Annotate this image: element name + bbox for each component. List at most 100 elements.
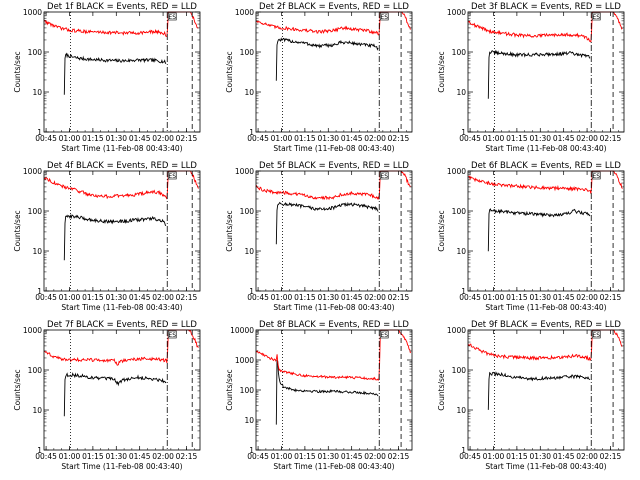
y-tick-label: 10	[456, 88, 466, 97]
x-tick-label: 01:30	[105, 293, 127, 302]
y-tick-label: 1000	[23, 167, 42, 176]
y-tick-label: 100	[452, 207, 467, 216]
plot-frame	[467, 170, 625, 292]
es-marker-label: ES	[380, 14, 388, 21]
y-tick-label: 100	[452, 48, 467, 57]
es-marker-box	[167, 171, 177, 180]
x-tick-label: 01:00	[483, 293, 505, 302]
x-tick-label: 01:30	[317, 452, 339, 461]
x-tick-label: 01:45	[341, 452, 363, 461]
es-marker-label: ES	[592, 173, 600, 180]
x-tick-label: 02:00	[364, 293, 386, 302]
y-axis-label: Counts/sec	[13, 51, 22, 92]
x-tick-label: 00:45	[459, 134, 481, 143]
series-line-events	[275, 201, 379, 245]
plot-frame	[255, 170, 413, 292]
y-axis-label: Counts/sec	[225, 369, 234, 410]
x-tick-label: 01:45	[553, 452, 575, 461]
x-axis-label: Start Time (11-Feb-08 00:43:40)	[61, 144, 182, 153]
x-tick-label: 00:45	[247, 134, 269, 143]
es-marker-label: ES	[168, 332, 176, 339]
x-tick-label: 01:30	[317, 134, 339, 143]
x-tick-label: 01:30	[529, 134, 551, 143]
x-tick-label: 01:30	[317, 293, 339, 302]
y-axis-label: Counts/sec	[13, 210, 22, 251]
es-marker-box	[379, 330, 389, 339]
plot-frame	[43, 170, 201, 292]
y-tick-label: 1000	[235, 356, 254, 365]
es-marker-label: ES	[592, 332, 600, 339]
x-tick-label: 00:45	[247, 293, 269, 302]
x-tick-label: 01:45	[129, 452, 151, 461]
x-tick-label: 02:00	[152, 134, 174, 143]
series-line-events	[487, 208, 591, 252]
y-tick-label: 1000	[23, 326, 42, 335]
x-tick-label: 02:15	[600, 134, 622, 143]
es-marker-label: ES	[168, 173, 176, 180]
y-tick-label: 1	[37, 287, 42, 296]
x-tick-label: 02:15	[388, 293, 410, 302]
y-axis-label: Counts/sec	[225, 51, 234, 92]
chart-title: Det 2f BLACK = Events, RED = LLD	[259, 2, 409, 12]
y-tick-label: 10	[244, 88, 254, 97]
x-tick-label: 00:45	[35, 293, 57, 302]
es-marker-box	[591, 330, 601, 339]
es-marker-box	[379, 171, 389, 180]
x-axis-label: Start Time (11-Feb-08 00:43:40)	[485, 303, 606, 312]
x-tick-label: 01:00	[271, 134, 293, 143]
y-tick-label: 1000	[447, 167, 466, 176]
x-axis-label: Start Time (11-Feb-08 00:43:40)	[61, 303, 182, 312]
x-tick-label: 01:00	[59, 452, 81, 461]
x-tick-label: 01:00	[271, 293, 293, 302]
x-tick-label: 01:15	[506, 134, 528, 143]
y-tick-label: 1000	[235, 8, 254, 17]
x-tick-label: 01:00	[59, 293, 81, 302]
series-line-events	[275, 37, 379, 81]
x-tick-label: 01:45	[553, 293, 575, 302]
y-tick-label: 10	[32, 247, 42, 256]
es-marker-label: ES	[380, 332, 388, 339]
y-tick-label: 1	[37, 446, 42, 455]
x-tick-label: 02:00	[364, 452, 386, 461]
series-line-events	[487, 49, 591, 99]
plot-frame	[43, 329, 201, 451]
series-line-events	[487, 371, 591, 410]
x-tick-label: 01:15	[506, 293, 528, 302]
y-tick-label: 1000	[235, 167, 254, 176]
y-tick-label: 100	[28, 366, 43, 375]
x-tick-label: 00:45	[459, 293, 481, 302]
x-tick-label: 02:15	[600, 452, 622, 461]
x-tick-label: 01:15	[294, 134, 316, 143]
series-line-events	[63, 214, 167, 261]
x-tick-label: 02:00	[576, 134, 598, 143]
chart-title: Det 3f BLACK = Events, RED = LLD	[471, 2, 621, 12]
y-tick-label: 1	[37, 128, 42, 137]
y-tick-label: 10000	[230, 326, 254, 335]
chart-title: Det 1f BLACK = Events, RED = LLD	[47, 2, 197, 12]
series-line-events	[63, 52, 167, 95]
series-line-events	[275, 359, 379, 425]
x-axis-label: Start Time (11-Feb-08 00:43:40)	[273, 144, 394, 153]
y-tick-label: 1	[461, 128, 466, 137]
plot-frame	[255, 329, 413, 451]
y-tick-label: 100	[28, 207, 43, 216]
x-tick-label: 02:00	[576, 452, 598, 461]
es-marker-box	[379, 12, 389, 21]
x-tick-label: 02:15	[388, 134, 410, 143]
x-tick-label: 02:15	[388, 452, 410, 461]
x-tick-label: 01:30	[105, 452, 127, 461]
chart-title: Det 4f BLACK = Events, RED = LLD	[47, 161, 197, 171]
y-tick-label: 1	[461, 287, 466, 296]
plot-frame	[467, 329, 625, 451]
x-tick-label: 01:45	[553, 134, 575, 143]
chart-title: Det 5f BLACK = Events, RED = LLD	[259, 161, 409, 171]
y-tick-label: 10	[456, 406, 466, 415]
x-tick-label: 01:15	[506, 452, 528, 461]
x-axis-label: Start Time (11-Feb-08 00:43:40)	[485, 144, 606, 153]
x-tick-label: 00:45	[247, 452, 269, 461]
x-tick-label: 01:00	[483, 452, 505, 461]
x-tick-label: 02:00	[152, 293, 174, 302]
